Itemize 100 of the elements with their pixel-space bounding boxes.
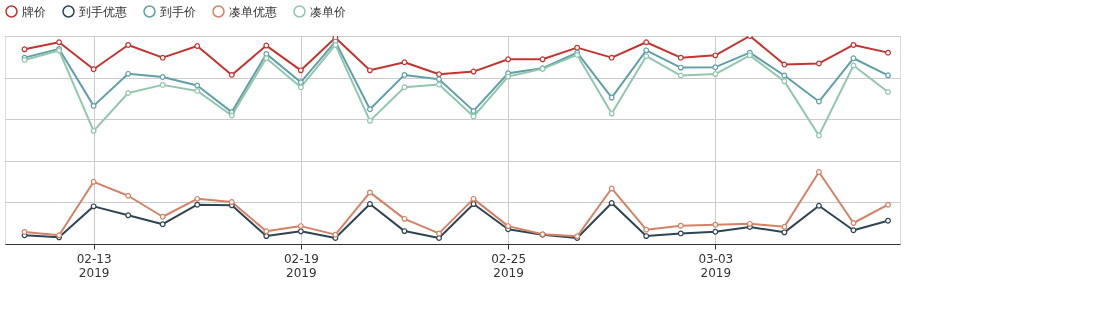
point — [712, 228, 719, 235]
point — [815, 169, 822, 175]
point — [159, 221, 166, 228]
x-tick-label: 02-19 2019 — [283, 251, 319, 280]
point — [608, 200, 615, 206]
point — [643, 47, 650, 54]
point — [677, 230, 684, 237]
point — [366, 189, 373, 196]
point — [712, 71, 719, 77]
point — [297, 79, 304, 86]
point — [885, 217, 891, 224]
point — [885, 72, 891, 79]
point — [332, 231, 339, 238]
point — [643, 53, 650, 60]
point — [436, 81, 442, 88]
point — [470, 68, 477, 75]
point — [815, 60, 822, 67]
point — [781, 61, 788, 68]
point — [125, 70, 132, 77]
point — [677, 222, 684, 229]
point — [21, 46, 28, 53]
point — [643, 233, 650, 240]
point — [263, 228, 270, 235]
x-tick-label: 03-03 2019 — [698, 251, 734, 280]
point — [850, 62, 857, 69]
point — [263, 233, 270, 240]
point — [159, 74, 166, 80]
point — [643, 226, 650, 233]
point — [194, 201, 201, 208]
point — [436, 76, 442, 83]
point — [746, 220, 753, 227]
point — [194, 195, 201, 202]
point — [366, 106, 373, 113]
legend-label: 凑单价 — [310, 4, 346, 19]
point — [850, 227, 857, 234]
point — [401, 71, 408, 78]
point — [366, 117, 373, 124]
point — [608, 110, 615, 117]
point — [297, 228, 304, 235]
point — [677, 54, 684, 61]
point — [194, 87, 201, 94]
point — [712, 52, 719, 59]
point — [815, 98, 822, 105]
point — [90, 203, 97, 210]
point — [401, 215, 408, 222]
point — [297, 223, 304, 230]
point — [125, 90, 132, 96]
point — [159, 213, 166, 220]
point — [436, 71, 442, 78]
point — [608, 54, 615, 61]
point — [850, 42, 857, 48]
legend-label: 牌价 — [22, 4, 46, 19]
point — [56, 39, 63, 46]
point — [194, 43, 201, 49]
point — [608, 185, 615, 192]
point — [263, 55, 270, 62]
legend-label: 到手价 — [160, 4, 196, 19]
x-tick-label: 02-13 2019 — [76, 251, 112, 280]
point — [366, 67, 373, 74]
point — [21, 229, 28, 235]
point — [90, 127, 97, 134]
point — [401, 59, 408, 66]
point — [297, 84, 304, 91]
point — [470, 195, 477, 202]
point — [712, 64, 719, 71]
point — [401, 228, 408, 235]
point — [263, 42, 270, 49]
point — [505, 56, 512, 63]
point — [125, 212, 132, 219]
point — [781, 72, 788, 79]
point — [125, 192, 132, 199]
point — [885, 201, 891, 208]
point — [781, 229, 788, 236]
point — [194, 82, 201, 89]
point — [436, 235, 442, 241]
point — [643, 39, 650, 46]
point — [608, 94, 615, 101]
point — [90, 102, 97, 109]
point — [401, 84, 408, 91]
point — [781, 223, 788, 230]
point — [815, 132, 822, 139]
point — [470, 113, 477, 120]
point — [332, 42, 339, 48]
point — [815, 202, 822, 209]
point — [850, 55, 857, 62]
point — [159, 81, 166, 88]
point — [297, 67, 304, 74]
point — [781, 78, 788, 85]
point — [366, 201, 373, 207]
point — [90, 66, 97, 73]
point — [125, 42, 132, 48]
legend-label: 到手优惠 — [79, 4, 127, 19]
point — [539, 56, 546, 63]
point — [159, 54, 166, 61]
point — [574, 44, 581, 51]
point — [677, 72, 684, 79]
point — [228, 71, 235, 78]
point — [885, 49, 891, 56]
x-tick-label: 02-25 2019 — [491, 251, 527, 280]
point — [712, 221, 719, 228]
